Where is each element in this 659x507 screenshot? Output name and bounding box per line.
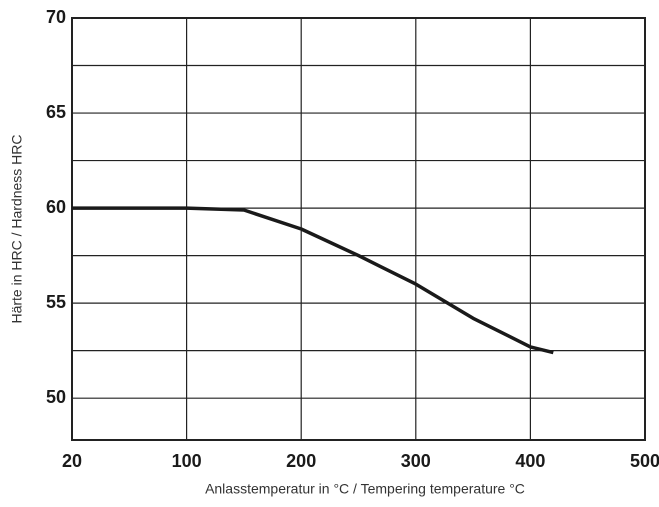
x-axis-title: Anlasstemperatur in °C / Tempering tempe… bbox=[205, 481, 525, 497]
y-axis-title: Härte in HRC / Hardness HRC bbox=[9, 134, 25, 323]
y-tick-label: 60 bbox=[46, 197, 66, 217]
x-tick-label: 300 bbox=[401, 451, 431, 471]
x-tick-label: 400 bbox=[515, 451, 545, 471]
y-tick-label: 50 bbox=[46, 387, 66, 407]
x-tick-label: 200 bbox=[286, 451, 316, 471]
data-line bbox=[72, 208, 553, 353]
x-tick-label: 100 bbox=[172, 451, 202, 471]
y-tick-label: 70 bbox=[46, 7, 66, 27]
x-tick-label: 20 bbox=[62, 451, 82, 471]
y-tick-label: 55 bbox=[46, 292, 66, 312]
plot-frame bbox=[72, 18, 645, 440]
x-tick-label: 500 bbox=[630, 451, 659, 471]
y-tick-label: 65 bbox=[46, 102, 66, 122]
chart: Anlasstemperatur in °C / Tempering tempe… bbox=[0, 0, 659, 502]
